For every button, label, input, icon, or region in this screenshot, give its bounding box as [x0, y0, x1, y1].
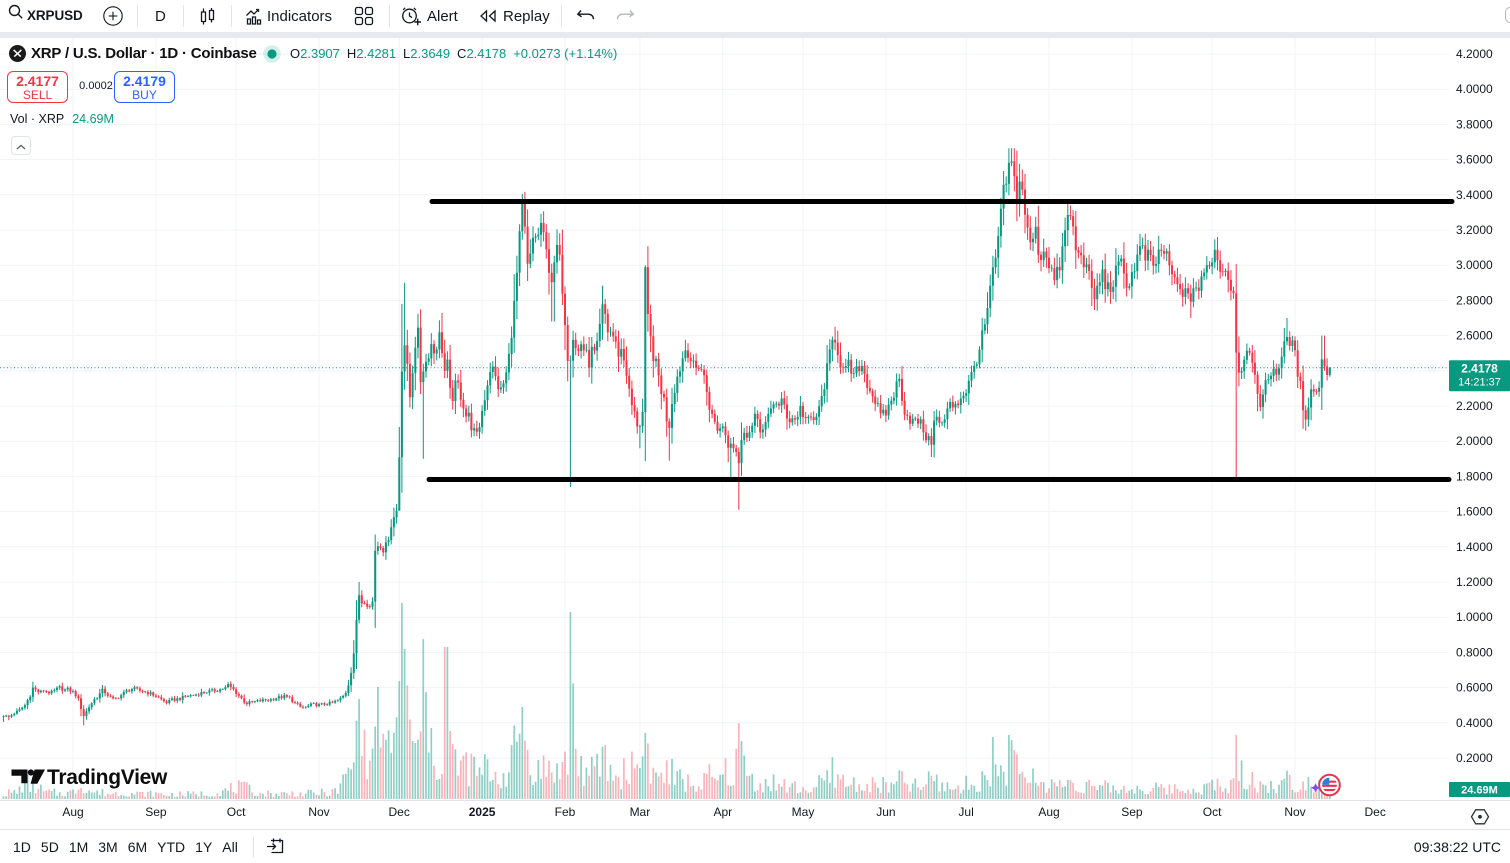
- svg-text:Jun: Jun: [876, 805, 895, 819]
- svg-text:Jul: Jul: [958, 805, 973, 819]
- svg-text:3.4000: 3.4000: [1456, 188, 1493, 202]
- svg-text:3.8000: 3.8000: [1456, 117, 1493, 131]
- svg-text:Nov: Nov: [1284, 805, 1305, 819]
- svg-text:Apr: Apr: [713, 805, 732, 819]
- svg-text:Aug: Aug: [1038, 805, 1059, 819]
- svg-text:Mar: Mar: [630, 805, 651, 819]
- svg-text:Dec: Dec: [1365, 805, 1386, 819]
- svg-text:Oct: Oct: [227, 805, 246, 819]
- svg-text:1.0000: 1.0000: [1456, 610, 1493, 624]
- svg-text:2.8000: 2.8000: [1456, 293, 1493, 307]
- svg-text:0.6000: 0.6000: [1456, 681, 1493, 695]
- svg-text:4.0000: 4.0000: [1456, 82, 1493, 96]
- svg-text:0.2000: 0.2000: [1456, 751, 1493, 765]
- svg-text:2.4178: 2.4178: [1461, 362, 1498, 376]
- svg-text:Oct: Oct: [1203, 805, 1222, 819]
- svg-text:24.69M: 24.69M: [1461, 785, 1498, 797]
- svg-text:0.4000: 0.4000: [1456, 716, 1493, 730]
- svg-text:2.2000: 2.2000: [1456, 399, 1493, 413]
- svg-text:14:21:37: 14:21:37: [1458, 377, 1501, 389]
- svg-text:TradingView: TradingView: [47, 766, 168, 789]
- svg-text:Dec: Dec: [389, 805, 410, 819]
- svg-text:1.8000: 1.8000: [1456, 469, 1493, 483]
- svg-text:1.4000: 1.4000: [1456, 540, 1493, 554]
- svg-text:1.2000: 1.2000: [1456, 575, 1493, 589]
- svg-text:1.6000: 1.6000: [1456, 505, 1493, 519]
- svg-text:Feb: Feb: [555, 805, 576, 819]
- svg-text:3.2000: 3.2000: [1456, 223, 1493, 237]
- svg-text:Sep: Sep: [145, 805, 167, 819]
- svg-text:Nov: Nov: [308, 805, 329, 819]
- svg-text:3.6000: 3.6000: [1456, 153, 1493, 167]
- svg-text:0.8000: 0.8000: [1456, 645, 1493, 659]
- svg-text:3.0000: 3.0000: [1456, 258, 1493, 272]
- svg-text:2.0000: 2.0000: [1456, 434, 1493, 448]
- svg-text:4.2000: 4.2000: [1456, 47, 1493, 61]
- svg-text:Aug: Aug: [62, 805, 83, 819]
- svg-text:Sep: Sep: [1121, 805, 1143, 819]
- svg-text:2.6000: 2.6000: [1456, 329, 1493, 343]
- svg-text:May: May: [792, 805, 815, 819]
- svg-text:2025: 2025: [469, 805, 496, 819]
